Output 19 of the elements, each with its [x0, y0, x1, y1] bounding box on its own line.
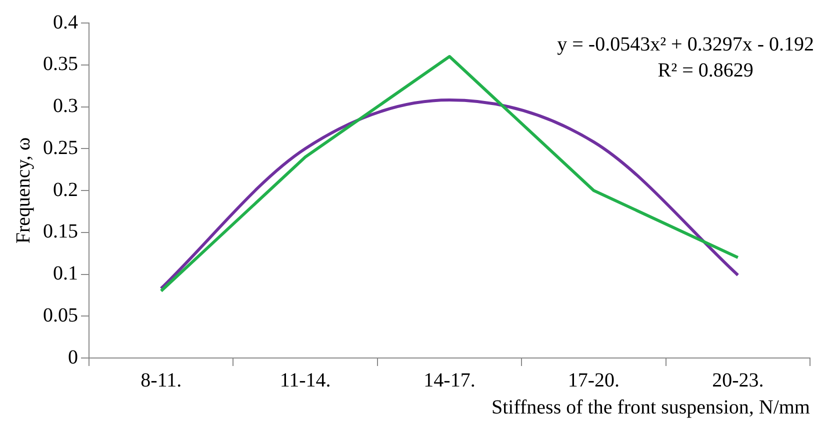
- y-axis-title: Frequency, ω: [12, 137, 34, 244]
- y-tick-label: 0.1: [53, 262, 78, 284]
- y-tick-label: 0.15: [43, 220, 78, 243]
- y-tick-label: 0.2: [53, 178, 78, 201]
- y-tick-label: 0.25: [43, 136, 78, 159]
- y-tick-label: 0: [68, 346, 78, 368]
- y-tick-label: 0.3: [53, 95, 78, 117]
- x-axis-title: Stiffness of the front suspension, N/mm: [491, 396, 810, 418]
- x-tick-label: 20-23.: [712, 369, 764, 392]
- annotation: R² = 0.8629: [658, 59, 754, 82]
- line-series: [160, 98, 740, 290]
- y-tick-label: 0.35: [43, 53, 78, 76]
- x-tick-label: 8-11.: [140, 369, 182, 392]
- x-tick-label: 11-14.: [280, 369, 331, 392]
- annotation: y = -0.0543x² + 0.3297x - 0.192: [557, 33, 814, 56]
- y-tick-label: 0.05: [43, 304, 78, 326]
- x-tick-label: 14-17.: [424, 369, 476, 392]
- y-tick-label: 0.4: [53, 11, 78, 34]
- x-tick-label: 17-20.: [568, 369, 620, 392]
